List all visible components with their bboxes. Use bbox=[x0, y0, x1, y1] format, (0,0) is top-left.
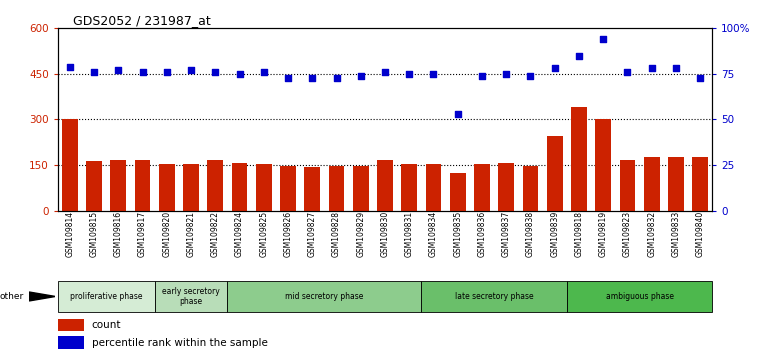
Bar bbox=[110, 160, 126, 211]
Bar bbox=[135, 160, 150, 211]
Bar bbox=[620, 160, 635, 211]
Text: GSM109830: GSM109830 bbox=[380, 211, 390, 257]
Point bbox=[282, 75, 294, 80]
Point bbox=[64, 64, 76, 69]
Bar bbox=[159, 164, 175, 211]
Text: GSM109819: GSM109819 bbox=[598, 211, 608, 257]
Point bbox=[573, 53, 585, 58]
Bar bbox=[207, 160, 223, 211]
Text: proliferative phase: proliferative phase bbox=[70, 292, 142, 301]
Text: GSM109822: GSM109822 bbox=[211, 211, 219, 257]
Point bbox=[88, 69, 100, 75]
Point bbox=[330, 75, 343, 80]
Point bbox=[621, 69, 634, 75]
Text: GSM109821: GSM109821 bbox=[186, 211, 196, 257]
Text: late secretory phase: late secretory phase bbox=[455, 292, 534, 301]
Text: GDS2052 / 231987_at: GDS2052 / 231987_at bbox=[73, 14, 211, 27]
Bar bbox=[692, 158, 708, 211]
Bar bbox=[523, 166, 538, 211]
Text: count: count bbox=[92, 320, 122, 330]
Bar bbox=[474, 164, 490, 211]
Text: GSM109831: GSM109831 bbox=[405, 211, 413, 257]
Bar bbox=[62, 119, 78, 211]
Point bbox=[645, 65, 658, 71]
Text: early secretory
phase: early secretory phase bbox=[162, 287, 220, 306]
Text: ambiguous phase: ambiguous phase bbox=[605, 292, 674, 301]
Text: GSM109814: GSM109814 bbox=[65, 211, 75, 257]
Bar bbox=[595, 119, 611, 211]
Point bbox=[451, 111, 464, 117]
Bar bbox=[421, 281, 567, 312]
Bar bbox=[280, 166, 296, 211]
Point bbox=[500, 71, 512, 77]
Bar bbox=[227, 281, 421, 312]
Bar bbox=[498, 162, 514, 211]
Point bbox=[258, 69, 270, 75]
Point bbox=[355, 73, 367, 79]
Point bbox=[524, 73, 537, 79]
Text: GSM109827: GSM109827 bbox=[308, 211, 316, 257]
Bar bbox=[304, 167, 320, 211]
Point bbox=[136, 69, 149, 75]
Bar bbox=[58, 281, 155, 312]
Point bbox=[403, 71, 415, 77]
Text: GSM109826: GSM109826 bbox=[283, 211, 293, 257]
Bar bbox=[183, 165, 199, 211]
Text: GSM109838: GSM109838 bbox=[526, 211, 535, 257]
Bar bbox=[86, 161, 102, 211]
Text: GSM109832: GSM109832 bbox=[647, 211, 656, 257]
Text: other: other bbox=[0, 292, 24, 301]
Point bbox=[112, 67, 125, 73]
Bar bbox=[450, 173, 466, 211]
Bar bbox=[155, 281, 227, 312]
Text: GSM109834: GSM109834 bbox=[429, 211, 438, 257]
Text: GSM109836: GSM109836 bbox=[477, 211, 487, 257]
Point bbox=[233, 71, 246, 77]
Text: GSM109839: GSM109839 bbox=[551, 211, 559, 257]
Point bbox=[427, 71, 440, 77]
Point bbox=[209, 69, 222, 75]
Point bbox=[670, 65, 682, 71]
Bar bbox=[426, 164, 441, 211]
Point bbox=[694, 75, 706, 80]
Bar bbox=[329, 166, 344, 211]
Text: GSM109816: GSM109816 bbox=[114, 211, 123, 257]
Bar bbox=[58, 319, 84, 331]
Point bbox=[185, 67, 197, 73]
Text: GSM109815: GSM109815 bbox=[89, 211, 99, 257]
Bar bbox=[58, 336, 84, 349]
Point bbox=[548, 65, 561, 71]
Text: GSM109817: GSM109817 bbox=[138, 211, 147, 257]
Point bbox=[597, 36, 609, 42]
Bar bbox=[353, 166, 369, 211]
Point bbox=[476, 73, 488, 79]
Text: GSM109820: GSM109820 bbox=[162, 211, 172, 257]
Bar bbox=[401, 164, 417, 211]
Bar bbox=[232, 162, 247, 211]
Bar bbox=[571, 107, 587, 211]
Text: GSM109828: GSM109828 bbox=[332, 211, 341, 257]
Text: GSM109829: GSM109829 bbox=[357, 211, 365, 257]
Polygon shape bbox=[29, 292, 55, 301]
Point bbox=[161, 69, 173, 75]
Bar bbox=[256, 164, 272, 211]
Point bbox=[306, 75, 319, 80]
Bar bbox=[567, 281, 712, 312]
Text: GSM109825: GSM109825 bbox=[259, 211, 268, 257]
Bar bbox=[644, 156, 660, 211]
Text: percentile rank within the sample: percentile rank within the sample bbox=[92, 338, 268, 348]
Text: GSM109818: GSM109818 bbox=[574, 211, 584, 257]
Text: GSM109824: GSM109824 bbox=[235, 211, 244, 257]
Text: GSM109837: GSM109837 bbox=[502, 211, 511, 257]
Text: GSM109835: GSM109835 bbox=[454, 211, 462, 257]
Point bbox=[379, 69, 391, 75]
Text: GSM109833: GSM109833 bbox=[671, 211, 681, 257]
Bar bbox=[547, 136, 563, 211]
Text: GSM109840: GSM109840 bbox=[695, 211, 705, 257]
Bar bbox=[377, 160, 393, 211]
Bar bbox=[668, 158, 684, 211]
Text: mid secretory phase: mid secretory phase bbox=[285, 292, 363, 301]
Text: GSM109823: GSM109823 bbox=[623, 211, 632, 257]
